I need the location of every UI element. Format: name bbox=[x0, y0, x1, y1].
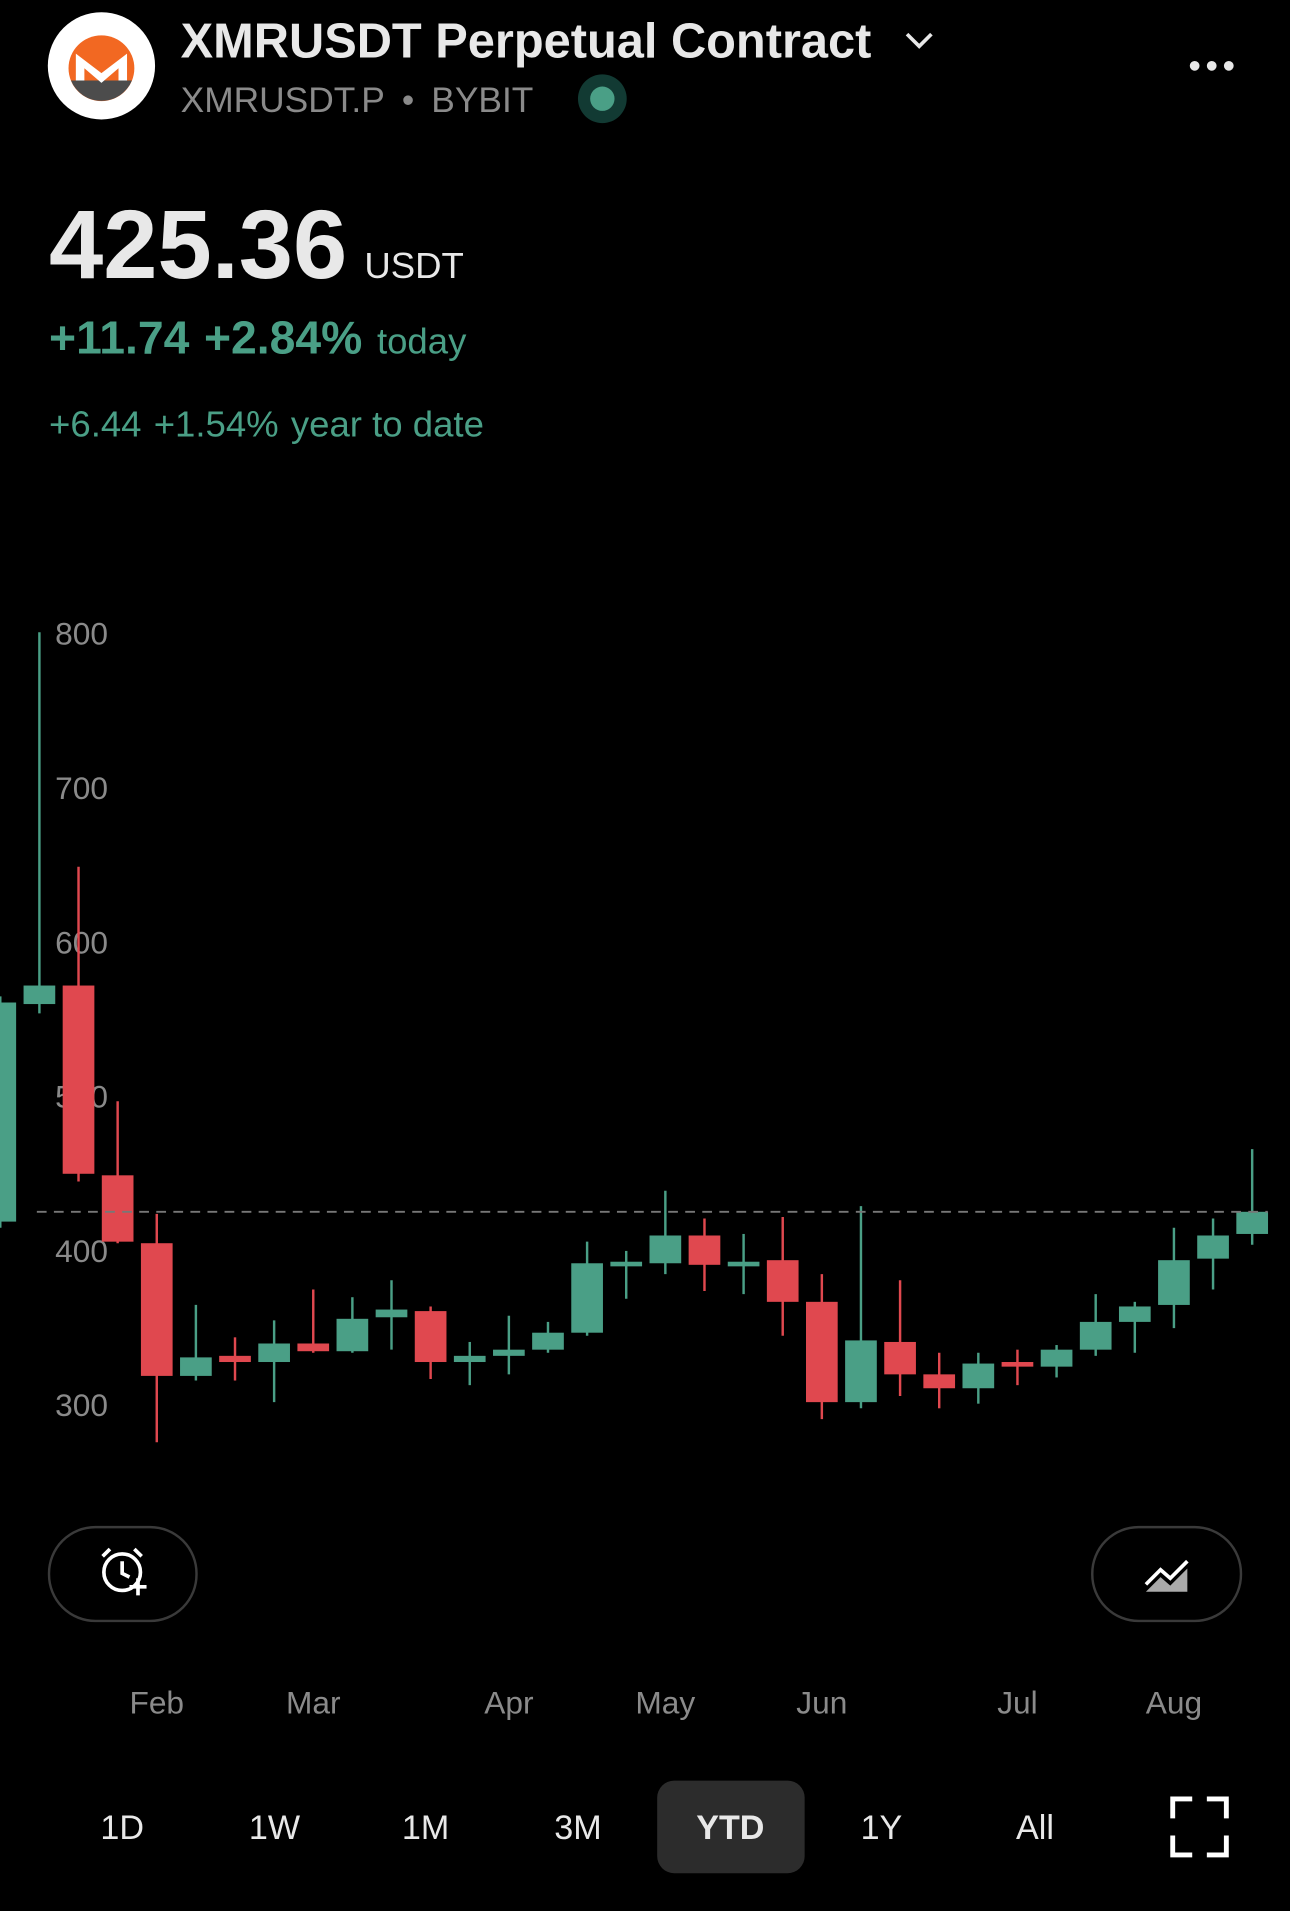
candle-body bbox=[1040, 1349, 1073, 1367]
price-line: 425.36 USDT bbox=[49, 190, 464, 299]
candle-body bbox=[845, 1340, 877, 1403]
live-dot bbox=[590, 86, 615, 111]
symbol: XMRUSDT.P bbox=[181, 81, 385, 120]
candle-body bbox=[688, 1235, 721, 1265]
alert-button[interactable] bbox=[47, 1525, 198, 1623]
more-button[interactable] bbox=[1189, 60, 1234, 71]
x-tick-label: May bbox=[635, 1685, 695, 1721]
candle-body bbox=[571, 1263, 603, 1333]
range-button[interactable]: 1M bbox=[402, 1809, 449, 1847]
title[interactable]: XMRUSDT Perpetual Contract bbox=[181, 14, 872, 68]
y-tick-label: 400 bbox=[55, 1233, 108, 1269]
ytd-pct: +1.54% bbox=[154, 403, 279, 444]
separator: • bbox=[402, 81, 414, 120]
range-selected bbox=[657, 1780, 805, 1874]
ytd-label: year to date bbox=[291, 403, 484, 444]
candle-body bbox=[0, 1002, 17, 1222]
candle-body bbox=[923, 1374, 956, 1389]
candle-body bbox=[610, 1261, 643, 1267]
y-tick-label: 800 bbox=[55, 616, 108, 652]
candle-body bbox=[219, 1355, 251, 1363]
candle-body bbox=[140, 1243, 173, 1376]
candle-body bbox=[1158, 1260, 1190, 1305]
candle-body bbox=[493, 1349, 525, 1356]
currency: USDT bbox=[364, 245, 463, 286]
range-bar: 1D 1W 1M 3M YTD 1Y All bbox=[100, 1780, 1054, 1874]
price: 425.36 bbox=[49, 190, 347, 299]
x-tick-label: Apr bbox=[484, 1685, 534, 1721]
x-tick-label: Aug bbox=[1146, 1685, 1202, 1721]
today-abs: +11.74 bbox=[49, 311, 190, 363]
candle-body bbox=[297, 1343, 330, 1352]
candle-body bbox=[1001, 1362, 1034, 1367]
today-label: today bbox=[377, 320, 467, 361]
title-chevron[interactable] bbox=[905, 32, 933, 49]
range-button[interactable]: 1W bbox=[249, 1809, 301, 1847]
candle-body bbox=[375, 1309, 408, 1318]
candle-body bbox=[532, 1332, 564, 1350]
fullscreen-button[interactable] bbox=[1170, 1796, 1229, 1858]
today-change: +11.74 +2.84% today bbox=[49, 311, 467, 363]
x-tick-label: Jul bbox=[997, 1685, 1038, 1721]
candle-body bbox=[805, 1301, 838, 1403]
candle-body bbox=[884, 1341, 916, 1375]
range-button[interactable]: 1Y bbox=[861, 1809, 903, 1847]
candlestick-chart: 300400500600700800FebMarAprMayJunJulAug bbox=[0, 616, 1269, 1721]
ytd-abs: +6.44 bbox=[49, 403, 141, 444]
candle-body bbox=[180, 1357, 212, 1376]
candle-body bbox=[962, 1363, 995, 1389]
candle-body bbox=[336, 1318, 369, 1352]
x-tick-label: Jun bbox=[796, 1685, 847, 1721]
y-tick-label: 700 bbox=[55, 770, 108, 806]
exchange: BYBIT bbox=[431, 81, 533, 120]
ytd-change: +6.44 +1.54% year to date bbox=[49, 403, 484, 444]
candle-body bbox=[649, 1235, 682, 1264]
chart-style-button[interactable] bbox=[1091, 1525, 1243, 1623]
y-tick-label: 600 bbox=[55, 924, 108, 960]
today-pct: +2.84% bbox=[204, 311, 362, 363]
candle-body bbox=[453, 1355, 486, 1363]
candle-body bbox=[1118, 1306, 1151, 1322]
candle-body bbox=[1079, 1321, 1112, 1350]
range-button[interactable]: 1D bbox=[100, 1809, 144, 1847]
x-tick-label: Mar bbox=[286, 1685, 341, 1721]
candle-body bbox=[101, 1175, 134, 1242]
range-button[interactable]: All bbox=[1016, 1809, 1054, 1847]
candle-body bbox=[258, 1343, 290, 1363]
candle-body bbox=[727, 1261, 760, 1267]
range-button[interactable]: 3M bbox=[554, 1809, 601, 1847]
candle-body bbox=[62, 985, 95, 1174]
y-tick-label: 300 bbox=[55, 1387, 108, 1423]
x-tick-label: Feb bbox=[129, 1685, 184, 1721]
candle-body bbox=[23, 985, 56, 1005]
candle-body bbox=[1236, 1211, 1269, 1234]
candle-body bbox=[1197, 1235, 1229, 1259]
logo bbox=[47, 12, 156, 120]
subtitle: XMRUSDT.P • BYBIT bbox=[181, 81, 534, 120]
range-button[interactable]: YTD bbox=[696, 1809, 764, 1847]
candle-body bbox=[414, 1311, 447, 1363]
candle-body bbox=[766, 1260, 799, 1302]
